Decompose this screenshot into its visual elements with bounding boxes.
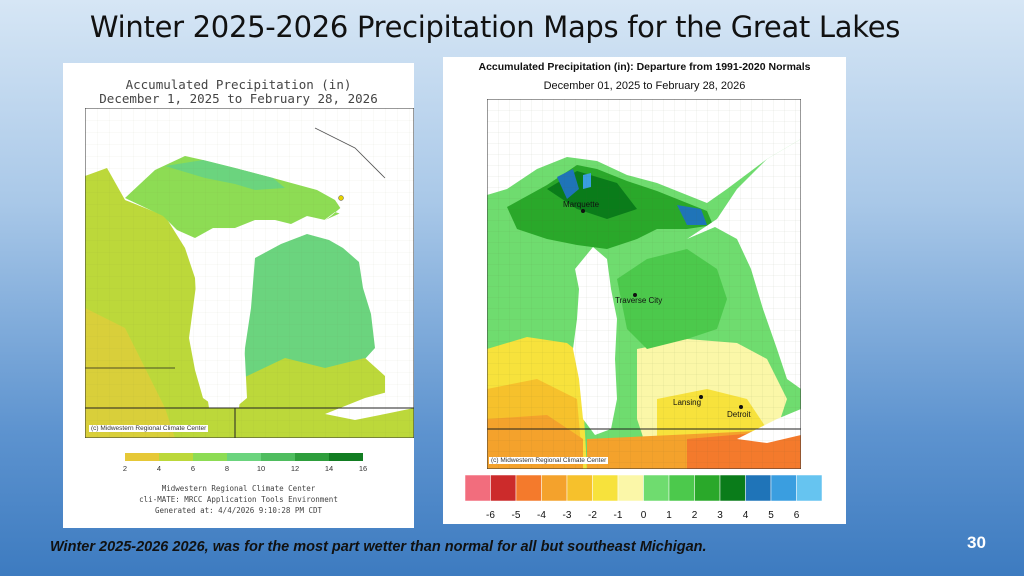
right-legend-swatch	[770, 475, 797, 502]
city-label-traverse-city: Traverse City	[615, 296, 662, 305]
left-legend-tick: 10	[257, 464, 265, 473]
city-label-detroit: Detroit	[727, 410, 751, 419]
city-label-marquette: Marquette	[563, 200, 600, 209]
right-legend-tick: -1	[614, 510, 623, 521]
left-legend-swatch	[295, 453, 329, 461]
right-legend-tick: -5	[512, 510, 521, 521]
right-legend-tick: 5	[768, 510, 774, 521]
city-label-lansing: Lansing	[673, 398, 701, 407]
right-legend-swatch	[490, 475, 517, 502]
left-map-legend: 2 4 6 8 10 12 14 16	[123, 453, 367, 473]
right-map-subtitle: December 01, 2025 to February 28, 2026	[543, 80, 746, 92]
slide-caption: Winter 2025-2026 2026, was for the most …	[50, 539, 707, 555]
right-map-legend: -6 -5 -4 -3 -2 -1 0 1 2 3 4 5 6	[464, 475, 823, 521]
right-legend-swatch	[668, 475, 695, 502]
right-legend-swatch	[464, 475, 491, 502]
right-map-credit: (c) Midwestern Regional Climate Center	[489, 457, 609, 464]
left-footer-line: Generated at: 4/4/2026 9:10:28 PM CDT	[154, 506, 323, 515]
left-legend-tick: 14	[325, 464, 333, 473]
left-map-title: Accumulated Precipitation (in)	[125, 77, 352, 92]
left-legend-swatch	[227, 453, 261, 461]
right-legend-swatch	[592, 475, 619, 502]
slide-title: Winter 2025-2026 Precipitation Maps for …	[89, 10, 901, 44]
right-legend-tick: 4	[743, 510, 749, 521]
right-legend-tick: 6	[794, 510, 800, 521]
accumulated-precipitation-map-panel: Accumulated Precipitation (in) December …	[63, 63, 414, 528]
left-map-credit: (c) Midwestern Regional Climate Center	[89, 425, 209, 432]
right-legend-tick: 1	[666, 510, 672, 521]
right-legend-swatch	[515, 475, 542, 502]
right-legend-swatch	[541, 475, 568, 502]
right-legend-tick: -2	[588, 510, 597, 521]
left-legend-tick: 4	[157, 464, 161, 473]
left-legend-swatch	[159, 453, 193, 461]
left-map-footer: Midwestern Regional Climate Center cli-M…	[63, 483, 414, 516]
left-legend-tick: 12	[291, 464, 299, 473]
precipitation-departure-map-panel: Accumulated Precipitation (in): Departur…	[443, 57, 846, 524]
right-legend-tick: -6	[486, 510, 495, 521]
left-legend-swatch	[329, 453, 363, 461]
right-legend-swatch	[566, 475, 593, 502]
right-legend-swatch	[719, 475, 746, 502]
left-legend-tick: 2	[123, 464, 127, 473]
right-legend-swatch	[643, 475, 670, 502]
left-precipitation-map	[85, 108, 414, 438]
right-legend-swatch	[694, 475, 721, 502]
right-legend-tick: -4	[537, 510, 546, 521]
right-map-title: Accumulated Precipitation (in): Departur…	[478, 61, 811, 73]
left-footer-line: cli-MATE: MRCC Application Tools Environ…	[139, 495, 338, 504]
left-legend-swatch	[193, 453, 227, 461]
right-legend-swatch	[796, 475, 823, 502]
left-footer-line: Midwestern Regional Climate Center	[161, 484, 316, 493]
right-legend-tick: 2	[692, 510, 698, 521]
right-legend-swatch	[617, 475, 644, 502]
slide-number: 30	[967, 533, 986, 552]
left-legend-swatch	[261, 453, 295, 461]
right-legend-tick: -3	[563, 510, 572, 521]
left-legend-tick: 8	[225, 464, 229, 473]
right-legend-tick: 3	[717, 510, 723, 521]
left-map-subtitle: December 1, 2025 to February 28, 2026	[99, 91, 378, 106]
left-legend-tick: 16	[359, 464, 367, 473]
right-legend-swatch	[745, 475, 772, 502]
left-legend-swatch	[125, 453, 159, 461]
right-legend-tick: 0	[641, 510, 647, 521]
left-legend-tick: 6	[191, 464, 195, 473]
right-departure-map: Marquette Traverse City Lansing Detroit	[487, 99, 801, 469]
